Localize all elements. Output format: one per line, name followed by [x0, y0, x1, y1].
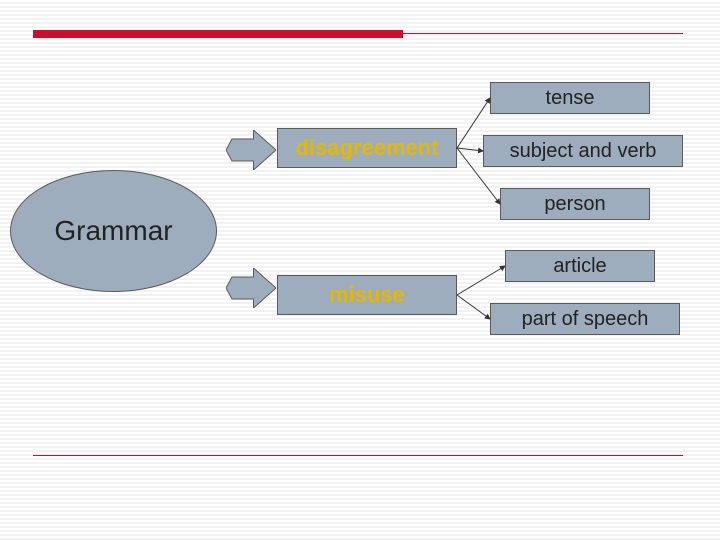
leaf-person-label: person: [544, 193, 605, 216]
top-bar-thin: [403, 33, 683, 34]
arrow-to-misuse: [226, 268, 276, 308]
category-misuse-label: misuse: [329, 282, 405, 308]
bottom-bar: [33, 455, 683, 456]
arrow-to-disagreement: [226, 130, 276, 170]
leaf-person: person: [500, 188, 650, 220]
leaf-article: article: [505, 250, 655, 282]
leaf-subject-and-verb: subject and verb: [483, 135, 683, 167]
leaf-subject-and-verb-label: subject and verb: [510, 140, 657, 163]
leaf-article-label: article: [553, 255, 606, 278]
leaf-part-of-speech: part of speech: [490, 303, 680, 335]
root-label: Grammar: [54, 215, 172, 247]
root-ellipse: Grammar: [10, 170, 217, 292]
category-misuse: misuse: [277, 275, 457, 315]
top-bar-thick: [33, 30, 403, 38]
category-disagreement-label: disagreement: [295, 135, 438, 161]
leaf-tense-label: tense: [546, 87, 595, 110]
leaf-part-of-speech-label: part of speech: [522, 308, 649, 331]
category-disagreement: disagreement: [277, 128, 457, 168]
leaf-tense: tense: [490, 82, 650, 114]
